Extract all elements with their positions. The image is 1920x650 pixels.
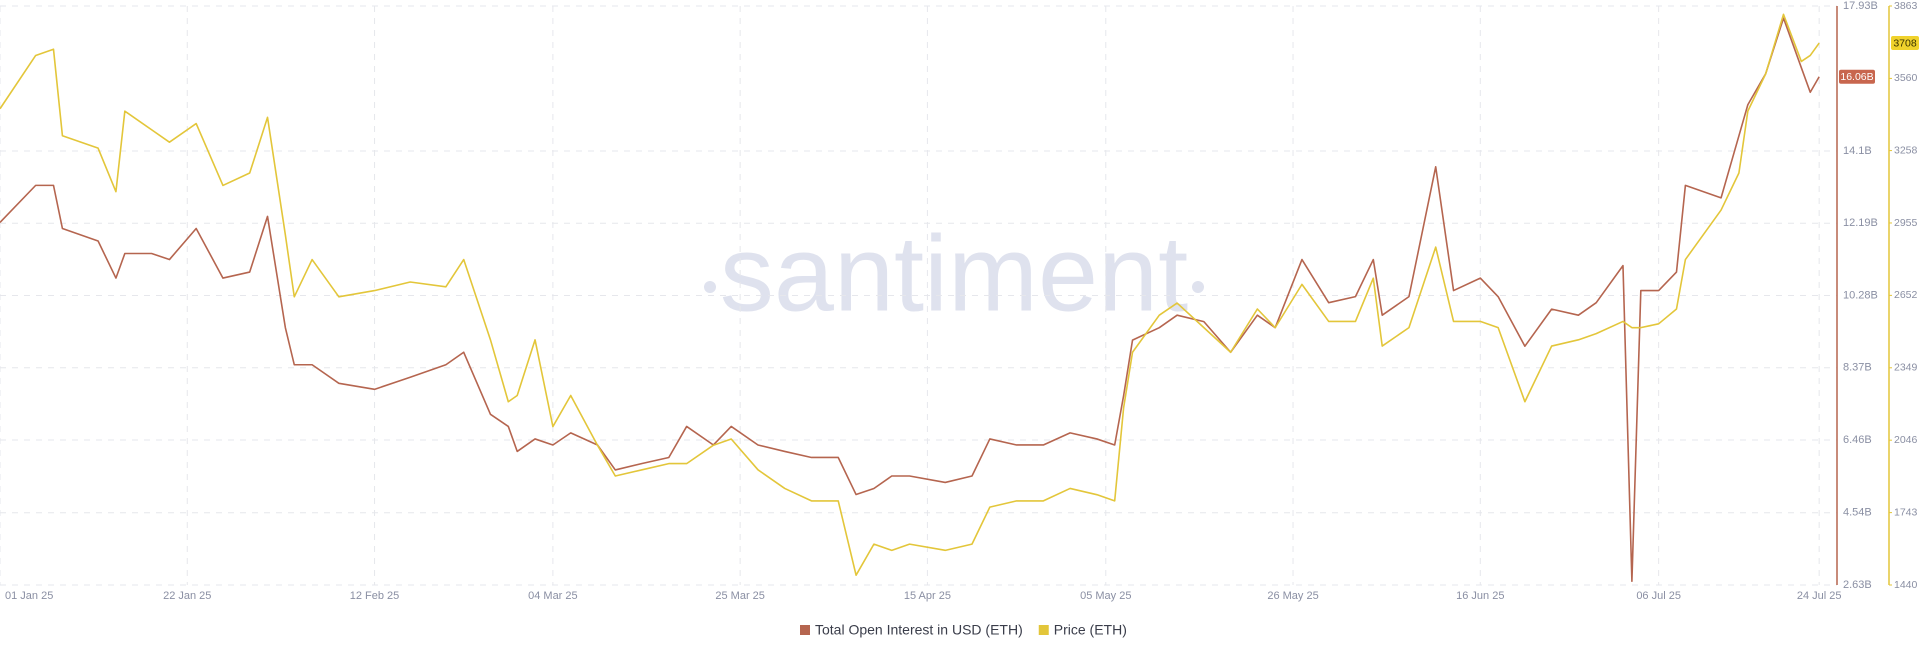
series-line xyxy=(0,17,1820,583)
x-tick-label: 25 Mar 25 xyxy=(715,590,765,602)
legend-swatch xyxy=(1038,625,1049,635)
x-tick-label: 06 Jul 25 xyxy=(1636,590,1681,602)
x-tick-label: 04 Mar 25 xyxy=(528,590,578,602)
x-tick-label: 26 May 25 xyxy=(1267,590,1318,602)
legend-label: Total Open Interest in USD (ETH) xyxy=(815,622,1023,638)
last-value-badge xyxy=(1839,69,1875,84)
y2-tick-label: 2652 xyxy=(1894,289,1918,301)
y2-tick-label: 3863 xyxy=(1894,0,1918,12)
x-tick-label: 24 Jul 25 xyxy=(1797,590,1842,602)
y2-tick-label: 3560 xyxy=(1894,72,1918,84)
watermark-text: santiment xyxy=(720,213,1188,334)
y2-tick-label: 3258 xyxy=(1894,144,1918,156)
x-tick-label: 12 Feb 25 xyxy=(350,590,400,602)
last-value-label: 3708 xyxy=(1893,37,1917,49)
y-tick-label: 8.37B xyxy=(1843,362,1872,374)
watermark-dot xyxy=(1192,281,1204,293)
legend-swatch xyxy=(800,625,810,635)
y2-tick-label: 1440 xyxy=(1894,579,1918,591)
y-tick-label: 6.46B xyxy=(1843,434,1872,446)
last-value-badge xyxy=(1891,36,1919,51)
watermark-dot xyxy=(704,281,716,293)
y-tick-label: 2.63B xyxy=(1843,579,1872,591)
legend: Total Open Interest in USD (ETH) Price (E… xyxy=(800,622,1127,638)
y-tick-label: 17.93B xyxy=(1843,0,1878,12)
x-tick-label: 01 Jan 25 xyxy=(5,590,53,602)
y-tick-label: 12.19B xyxy=(1843,217,1878,229)
y-tick-label: 14.1B xyxy=(1843,145,1872,157)
watermark: santiment xyxy=(704,213,1204,334)
y2-tick-label: 2955 xyxy=(1894,217,1918,229)
x-tick-label: 22 Jan 25 xyxy=(163,590,211,602)
x-tick-label: 16 Jun 25 xyxy=(1456,590,1504,602)
series-line xyxy=(0,13,1820,576)
last-value-label: 16.06B xyxy=(1840,71,1873,83)
x-tick-label: 15 Apr 25 xyxy=(904,590,951,602)
y2-tick-label: 2349 xyxy=(1894,362,1918,374)
legend-label: Price (ETH) xyxy=(1054,622,1127,638)
y-tick-label: 4.54B xyxy=(1843,507,1872,519)
y-tick-label: 10.28B xyxy=(1843,289,1878,301)
y2-tick-label: 2046 xyxy=(1894,434,1918,446)
x-tick-label: 05 May 25 xyxy=(1080,590,1131,602)
y2-tick-label: 1743 xyxy=(1894,506,1918,518)
